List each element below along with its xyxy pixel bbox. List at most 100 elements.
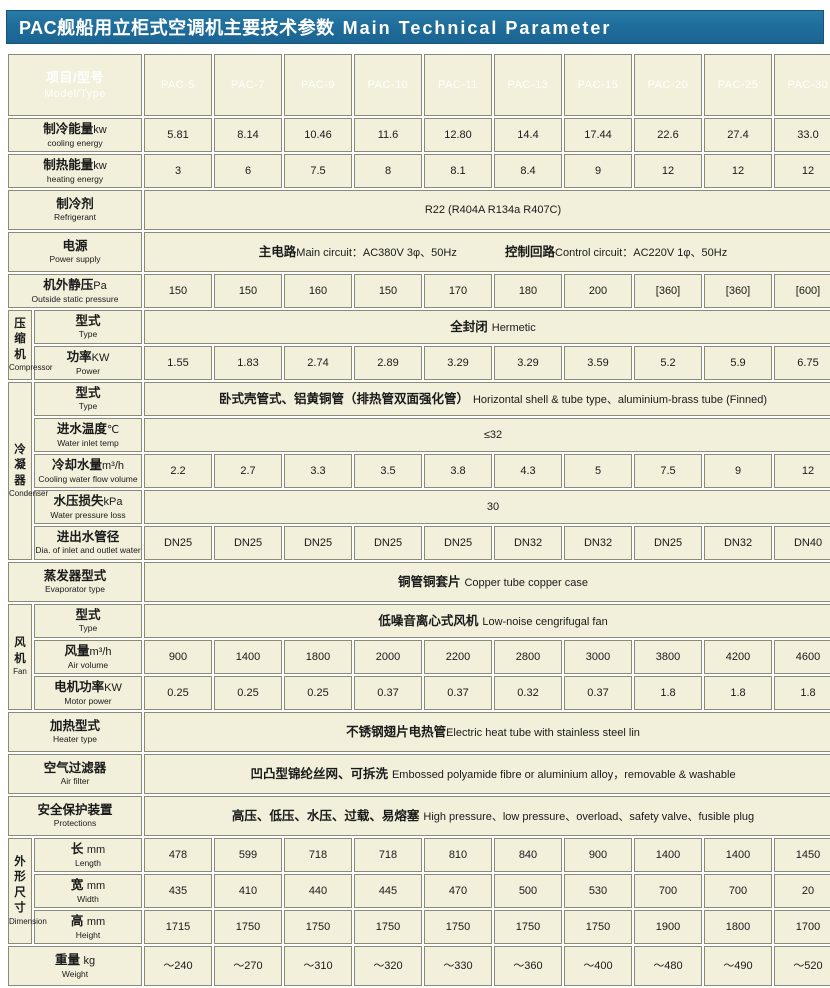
rowlabel-power-supply-cn: 电源 bbox=[62, 239, 88, 254]
cell-water-pipe-dia-7: DN25 bbox=[634, 526, 702, 560]
cell-cooling-energy-0: 5.81 bbox=[144, 118, 212, 152]
cell-width-6: 530 bbox=[564, 874, 632, 908]
header-model-pac-30: PAC-30 bbox=[774, 54, 830, 116]
air-filter-en: Embossed polyamide fibre or aluminium al… bbox=[391, 768, 736, 781]
cell-length-8: 1400 bbox=[704, 838, 772, 872]
cell-compressor-power-7: 5.2 bbox=[634, 346, 702, 380]
table-row-heater-type: 加热型式 Heater type 不锈钢翅片电热管Electric heat t… bbox=[8, 712, 830, 752]
rowlabel-heating-energy-unit: kw bbox=[93, 160, 107, 173]
rowlabel-weight-unit: kg bbox=[83, 955, 96, 968]
rowlabel-refrigerant-cn: 制冷剂 bbox=[56, 197, 94, 212]
cell-heating-energy-5: 8.4 bbox=[494, 154, 562, 188]
cell-compressor-power-8: 5.9 bbox=[704, 346, 772, 380]
cell-width-1: 410 bbox=[214, 874, 282, 908]
rowlabel-length-en: Length bbox=[75, 857, 101, 868]
cell-motor-power-0: 0.25 bbox=[144, 676, 212, 710]
cell-air-volume-7: 3800 bbox=[634, 640, 702, 674]
header-model-pac-15: PAC-15 bbox=[564, 54, 632, 116]
cell-heating-energy-2: 7.5 bbox=[284, 154, 352, 188]
table-row-evaporator-type: 蒸发器型式 Evaporator type 铜管铜套片 Copper tube c… bbox=[8, 562, 830, 602]
cell-weight-6: ～400 bbox=[564, 946, 632, 986]
rowlabel-cooling-water-flow-en: Cooling water flow volume bbox=[38, 473, 138, 484]
cell-cooling-energy-7: 22.6 bbox=[634, 118, 702, 152]
rowlabel-cooling-water-flow-cn: 冷却水量 bbox=[51, 458, 102, 473]
power-supply-control-en: Control circuit：AC220V 1φ、50Hz bbox=[555, 246, 728, 259]
page-title: PAC舰船用立柜式空调机主要技术参数 Main Technical Paramet… bbox=[7, 14, 611, 40]
group-label-dimension: 外形尺寸 Dimension bbox=[8, 838, 47, 944]
table-row-refrigerant: 制冷剂 Refrigerant R22 (R404A R134a R407C) bbox=[8, 190, 830, 230]
cell-width-9: 20 bbox=[774, 874, 830, 908]
rowlabel-heater-type-cn: 加热型式 bbox=[49, 719, 100, 734]
table-row-water-pipe-dia: 进出水管径 Dia. of inlet and outlet water DN2… bbox=[8, 526, 830, 560]
rowlabel-static-pressure: 机外静压Pa Outside static pressure bbox=[8, 274, 142, 308]
rowlabel-length-unit: mm bbox=[86, 844, 106, 857]
rowlabel-motor-power-cn: 电机功率 bbox=[54, 680, 105, 695]
rowlabel-height-en: Height bbox=[75, 929, 101, 940]
cell-cooling-water-flow-0: 2.2 bbox=[144, 454, 212, 488]
table-row-power-supply: 电源 Power supply 主电路Main circuit：AC380V 3… bbox=[8, 232, 830, 272]
cell-width-0: 435 bbox=[144, 874, 212, 908]
cell-heating-energy-3: 8 bbox=[354, 154, 422, 188]
rowlabel-weight: 重量 kg Weight bbox=[8, 946, 142, 986]
rowlabel-condenser-type: 型式 Type bbox=[34, 382, 142, 416]
evaporator-type-cn: 铜管铜套片 bbox=[397, 574, 461, 589]
cell-width-2: 440 bbox=[284, 874, 352, 908]
cell-static-pressure-1: 150 bbox=[214, 274, 282, 308]
cell-weight-4: ～330 bbox=[424, 946, 492, 986]
cell-height-1: 1750 bbox=[214, 910, 282, 944]
cell-cooling-water-flow-3: 3.5 bbox=[354, 454, 422, 488]
cell-water-pressure-loss-value: 30 bbox=[144, 490, 830, 524]
table-row-heating-energy: 制热能量kw heating energy 3 6 7.5 8 8.1 8.4 … bbox=[8, 154, 830, 188]
rowlabel-cooling-energy-unit: kw bbox=[93, 124, 107, 137]
cell-water-pipe-dia-6: DN32 bbox=[564, 526, 632, 560]
table-row-height: 高 mm Height 1715 1750 1750 1750 1750 175… bbox=[8, 910, 830, 944]
header-label-en: Model/Type bbox=[44, 87, 106, 100]
cell-cooling-energy-9: 33.0 bbox=[774, 118, 830, 152]
group-label-fan-en: Fan bbox=[13, 667, 27, 677]
cell-heating-energy-9: 12 bbox=[774, 154, 830, 188]
rowlabel-static-pressure-unit: Pa bbox=[93, 280, 107, 293]
header-model-pac-5: PAC-5 bbox=[144, 54, 212, 116]
table-row-water-inlet-temp: 进水温度℃ Water inlet temp ≤32 bbox=[8, 418, 830, 452]
cell-weight-9: ～520 bbox=[774, 946, 830, 986]
table-row-width: 宽 mm Width 435 410 440 445 470 500 530 7… bbox=[8, 874, 830, 908]
group-label-compressor-en: Compressor bbox=[9, 363, 53, 373]
rowlabel-cooling-water-flow-unit: m³/h bbox=[102, 460, 124, 473]
cell-refrigerant-value: R22 (R404A R134a R407C) bbox=[144, 190, 830, 230]
rowlabel-length: 长 mm Length bbox=[34, 838, 142, 872]
power-supply-control-cn: 控制回路 bbox=[505, 244, 556, 259]
cell-weight-7: ～480 bbox=[634, 946, 702, 986]
rowlabel-fan-type-cn: 型式 bbox=[75, 608, 101, 623]
rowlabel-water-inlet-temp-en: Water inlet temp bbox=[57, 437, 119, 448]
cell-air-volume-2: 1800 bbox=[284, 640, 352, 674]
spec-table: 项目/型号 Model/Type PAC-5 PAC-7 PAC-9 PAC-1… bbox=[6, 52, 830, 988]
rowlabel-motor-power: 电机功率KW Motor power bbox=[34, 676, 142, 710]
cell-height-2: 1750 bbox=[284, 910, 352, 944]
cell-air-filter-value: 凹凸型锦纶丝网、可拆洗 Embossed polyamide fibre or a… bbox=[144, 754, 830, 794]
rowlabel-air-filter: 空气过滤器 Air filter bbox=[8, 754, 142, 794]
group-label-fan: 风机 Fan bbox=[8, 604, 32, 710]
protections-cn: 高压、低压、水压、过载、易熔塞 bbox=[231, 808, 420, 823]
condenser-type-en: Horizontal shell & tube type、aluminium-b… bbox=[472, 393, 768, 406]
rowlabel-water-pipe-dia-cn: 进出水管径 bbox=[56, 530, 120, 545]
rowlabel-power-supply: 电源 Power supply bbox=[8, 232, 142, 272]
table-row-motor-power: 电机功率KW Motor power 0.25 0.25 0.25 0.37 0… bbox=[8, 676, 830, 710]
cell-heating-energy-4: 8.1 bbox=[424, 154, 492, 188]
cell-width-8: 700 bbox=[704, 874, 772, 908]
cell-air-volume-5: 2800 bbox=[494, 640, 562, 674]
heater-type-en: Electric heat tube with stainless steel … bbox=[446, 726, 640, 739]
power-supply-main-en: Main circuit：AC380V 3φ、50Hz bbox=[296, 246, 457, 259]
cell-static-pressure-4: 170 bbox=[424, 274, 492, 308]
table-row-static-pressure: 机外静压Pa Outside static pressure 150 150 1… bbox=[8, 274, 830, 308]
rowlabel-water-pressure-loss-cn: 水压损失 bbox=[53, 494, 104, 509]
rowlabel-protections-en: Protections bbox=[53, 818, 97, 829]
fan-type-en: Low-noise cengrifugal fan bbox=[482, 615, 608, 628]
cell-length-7: 1400 bbox=[634, 838, 702, 872]
cell-motor-power-6: 0.37 bbox=[564, 676, 632, 710]
rowlabel-water-pipe-dia-en: Dia. of inlet and outlet water bbox=[35, 545, 141, 556]
table-header-row: 项目/型号 Model/Type PAC-5 PAC-7 PAC-9 PAC-1… bbox=[8, 54, 830, 116]
cell-cooling-energy-2: 10.46 bbox=[284, 118, 352, 152]
cell-static-pressure-3: 150 bbox=[354, 274, 422, 308]
rowlabel-fan-type-en: Type bbox=[78, 623, 98, 634]
air-filter-cn: 凹凸型锦纶丝网、可拆洗 bbox=[250, 766, 388, 781]
